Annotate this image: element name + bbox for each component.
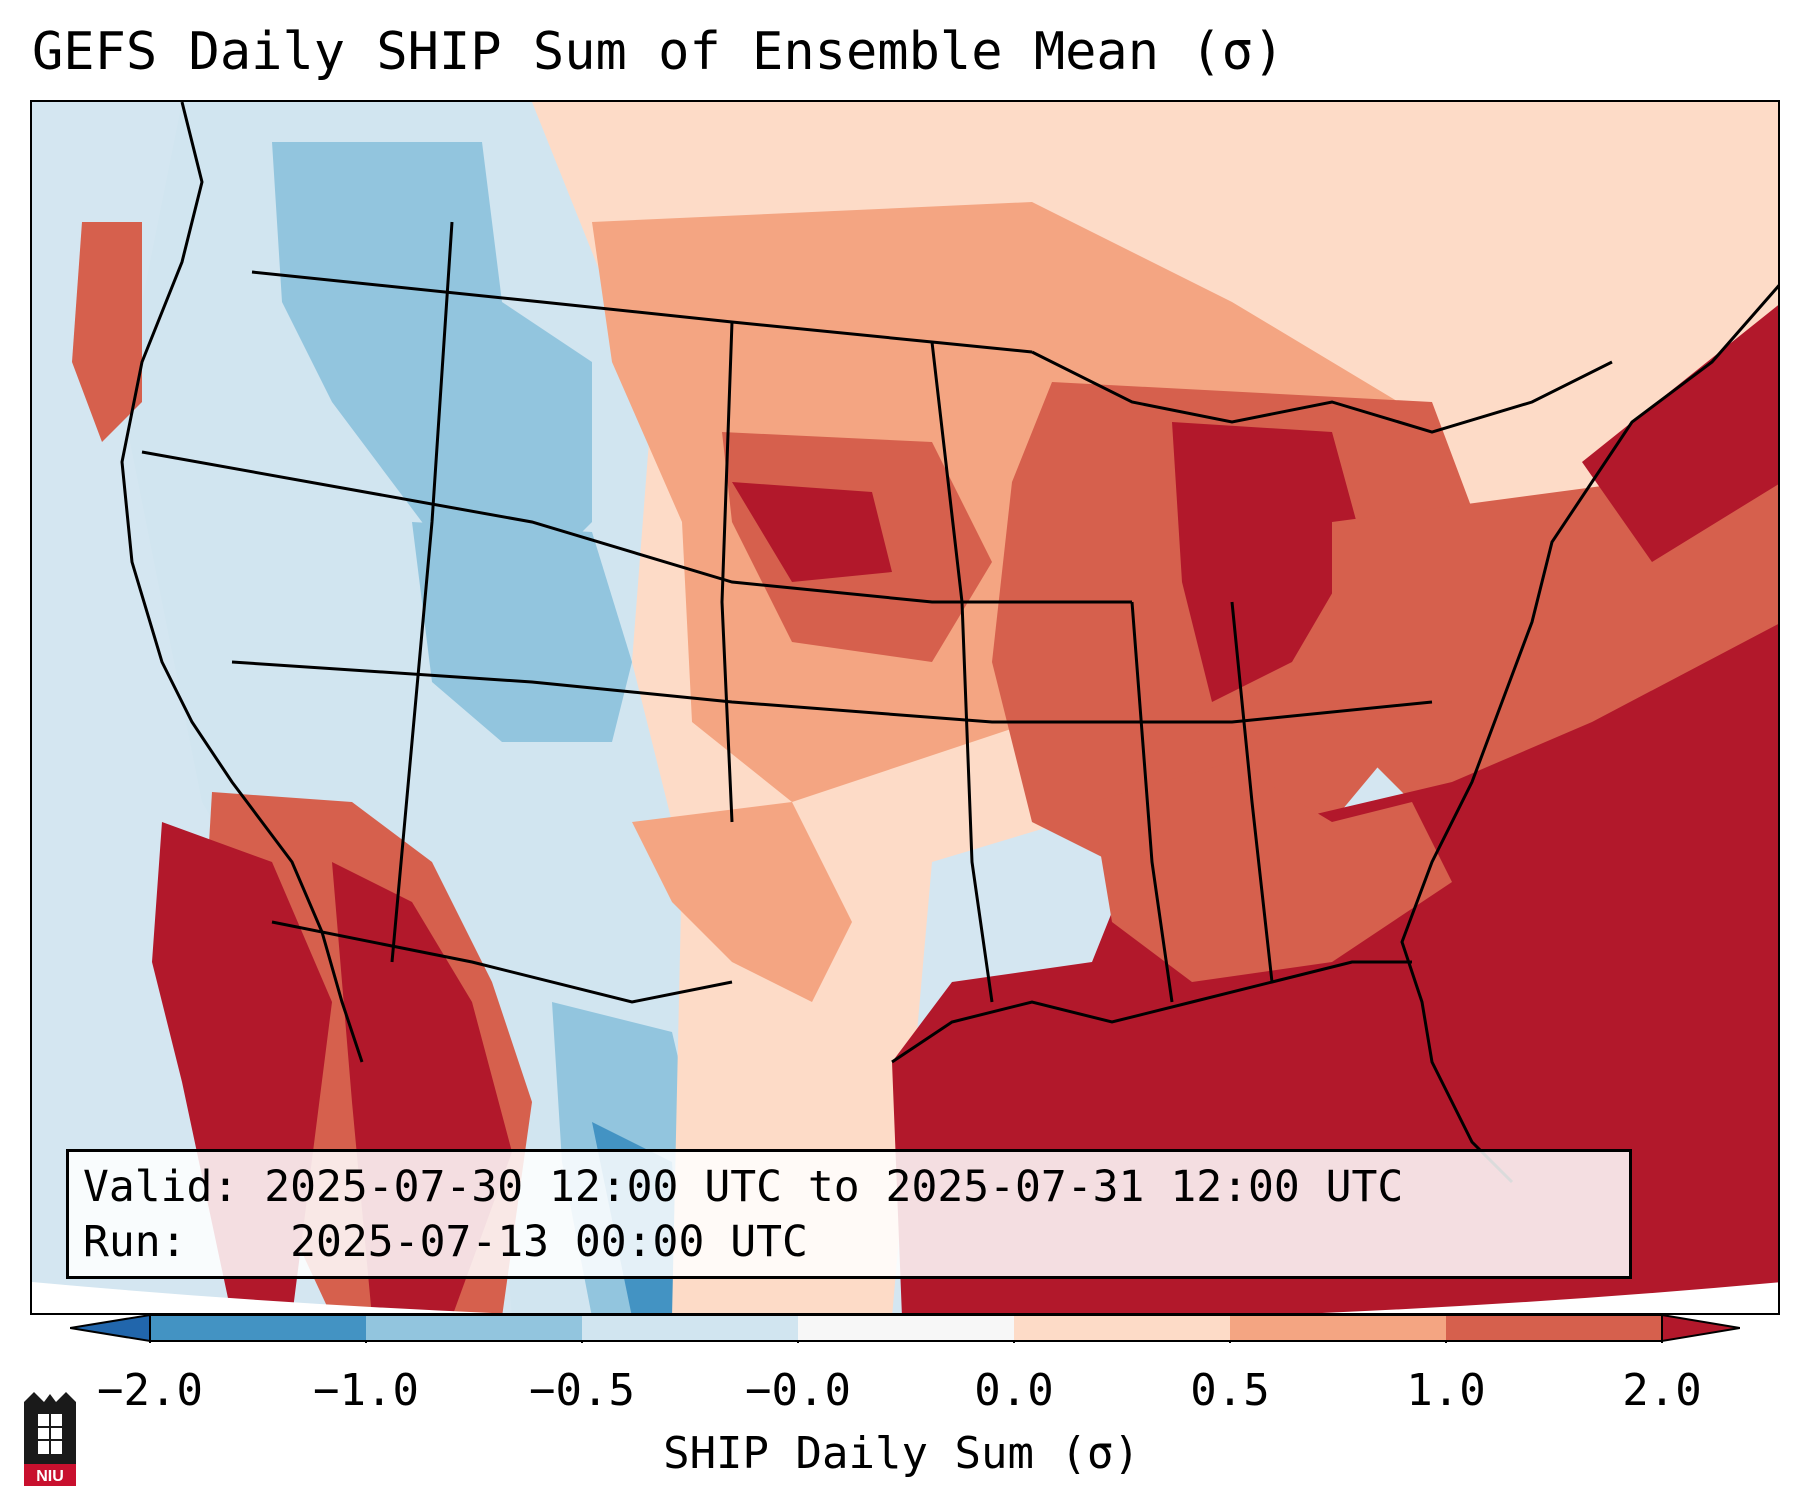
colorbar-segment-7 bbox=[1446, 1315, 1662, 1341]
valid-value: 2025-07-30 12:00 UTC to 2025-07-31 12:00… bbox=[264, 1162, 1404, 1212]
tick-label-4: −0.0 bbox=[745, 1365, 851, 1416]
colorbar-segment-5 bbox=[1014, 1315, 1230, 1341]
state-line-central bbox=[930, 341, 994, 1003]
state-line-plains bbox=[720, 321, 734, 823]
state-line-mississippi bbox=[1130, 601, 1174, 1003]
state-line-southeast bbox=[1230, 601, 1274, 983]
map-area bbox=[30, 100, 1780, 1315]
tick-label-3: −0.5 bbox=[529, 1365, 635, 1416]
run-label: Run: bbox=[83, 1217, 187, 1267]
tick-label-8: 2.0 bbox=[1622, 1365, 1702, 1416]
map-title: GEFS Daily SHIP Sum of Ensemble Mean (σ) bbox=[32, 22, 1285, 82]
niu-logo-text: NIU bbox=[36, 1468, 64, 1485]
valid-run-info-box: Valid: 2025-07-30 12:00 UTC to 2025-07-3… bbox=[66, 1149, 1632, 1279]
state-line-middle bbox=[231, 660, 1433, 724]
southeast-gulf-warm-extreme bbox=[892, 624, 1778, 1313]
state-line-west bbox=[390, 221, 454, 963]
valid-line: Valid: 2025-07-30 12:00 UTC to 2025-07-3… bbox=[83, 1160, 1615, 1215]
tick-label-2: −1.0 bbox=[313, 1365, 419, 1416]
colorbar-outline bbox=[149, 1314, 1663, 1342]
great-lakes-border bbox=[1031, 350, 1613, 434]
nebraska-warm-extreme bbox=[732, 482, 892, 582]
tick-label-7: 1.0 bbox=[1406, 1365, 1486, 1416]
run-value: 2025-07-13 00:00 UTC bbox=[290, 1217, 808, 1267]
colorbar-lower-extension bbox=[70, 1313, 151, 1343]
deep-south-warm-strong bbox=[1092, 762, 1452, 982]
map-canvas bbox=[32, 102, 1778, 1313]
tick-label-1: −2.0 bbox=[97, 1365, 203, 1416]
run-line: Run: 2025-07-13 00:00 UTC bbox=[83, 1215, 1615, 1270]
great-lakes-warm-extreme bbox=[1172, 422, 1362, 702]
valid-label: Valid: bbox=[83, 1162, 239, 1212]
colorbar-label: SHIP Daily Sum (σ) bbox=[663, 1428, 1140, 1479]
colorbar-segment-1 bbox=[150, 1315, 366, 1341]
boundaries bbox=[120, 102, 1778, 1184]
west-texas-warm bbox=[632, 802, 852, 1002]
colorbar bbox=[70, 1313, 1740, 1343]
new-england-warm-extreme bbox=[1582, 305, 1778, 562]
northwest-cool-region bbox=[272, 142, 592, 582]
colorbar-segment-4 bbox=[798, 1315, 1014, 1341]
tick-label-5: 0.0 bbox=[974, 1365, 1054, 1416]
colorbar-segment-3 bbox=[582, 1315, 798, 1341]
tick-label-6: 0.5 bbox=[1190, 1365, 1270, 1416]
colorbar-segment-6 bbox=[1230, 1315, 1446, 1341]
east-coastline bbox=[1400, 284, 1778, 1184]
us-mexico-border bbox=[271, 920, 733, 1004]
state-line-north bbox=[141, 450, 1132, 604]
colorbar-upper-extension bbox=[1661, 1313, 1740, 1343]
west-coastline bbox=[120, 102, 364, 1063]
pacific-warm-patch bbox=[72, 222, 142, 442]
projection-edge bbox=[32, 1282, 1778, 1313]
niu-logo-icon: NIU bbox=[24, 1392, 76, 1486]
gulf-coastline bbox=[891, 960, 1412, 1064]
colorbar-segment-2 bbox=[366, 1315, 582, 1341]
